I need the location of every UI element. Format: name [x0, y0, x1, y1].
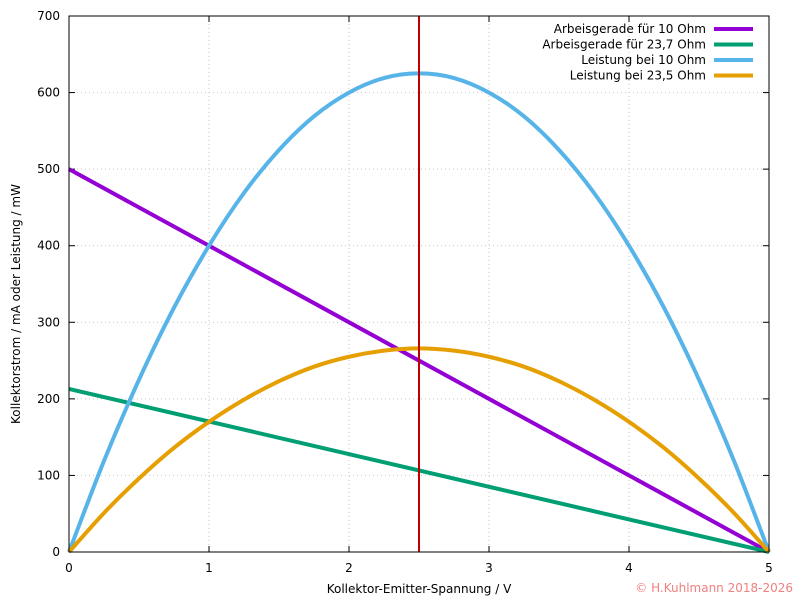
y-tick-label: 400 [37, 239, 60, 253]
y-tick-label: 100 [37, 468, 60, 482]
x-tick-label: 0 [65, 561, 73, 575]
x-tick-label: 3 [485, 561, 493, 575]
x-tick-label: 5 [765, 561, 773, 575]
legend-label: Arbeisgerade für 23,7 Ohm [542, 38, 706, 52]
y-tick-label: 600 [37, 86, 60, 100]
y-tick-label: 500 [37, 162, 60, 176]
x-tick-label: 2 [345, 561, 353, 575]
plot-border [68, 15, 770, 553]
copyright-text: © H.Kuhlmann 2018-2026 [635, 581, 793, 595]
y-tick-label: 200 [37, 392, 60, 406]
legend-label: Arbeisgerade für 10 Ohm [554, 22, 706, 36]
legend-label: Leistung bei 10 Ohm [581, 53, 706, 67]
x-axis-label: Kollektor-Emitter-Spannung / V [327, 582, 512, 596]
x-tick-label: 1 [205, 561, 213, 575]
y-tick-label: 0 [52, 545, 60, 559]
ticks: 0 1 2 3 4 5 0 100 200 300 400 500 600 700 [37, 9, 773, 575]
legend-label: Leistung bei 23,5 Ohm [570, 69, 706, 83]
grid [69, 16, 769, 552]
x-tick-label: 4 [625, 561, 633, 575]
y-tick-label: 700 [37, 9, 60, 23]
y-tick-label: 300 [37, 315, 60, 329]
y-axis-label: Kollektorstrom / mA oder Leistung / mW [9, 184, 23, 424]
legend: Arbeisgerade für 10 Ohm Arbeisgerade für … [542, 22, 753, 83]
